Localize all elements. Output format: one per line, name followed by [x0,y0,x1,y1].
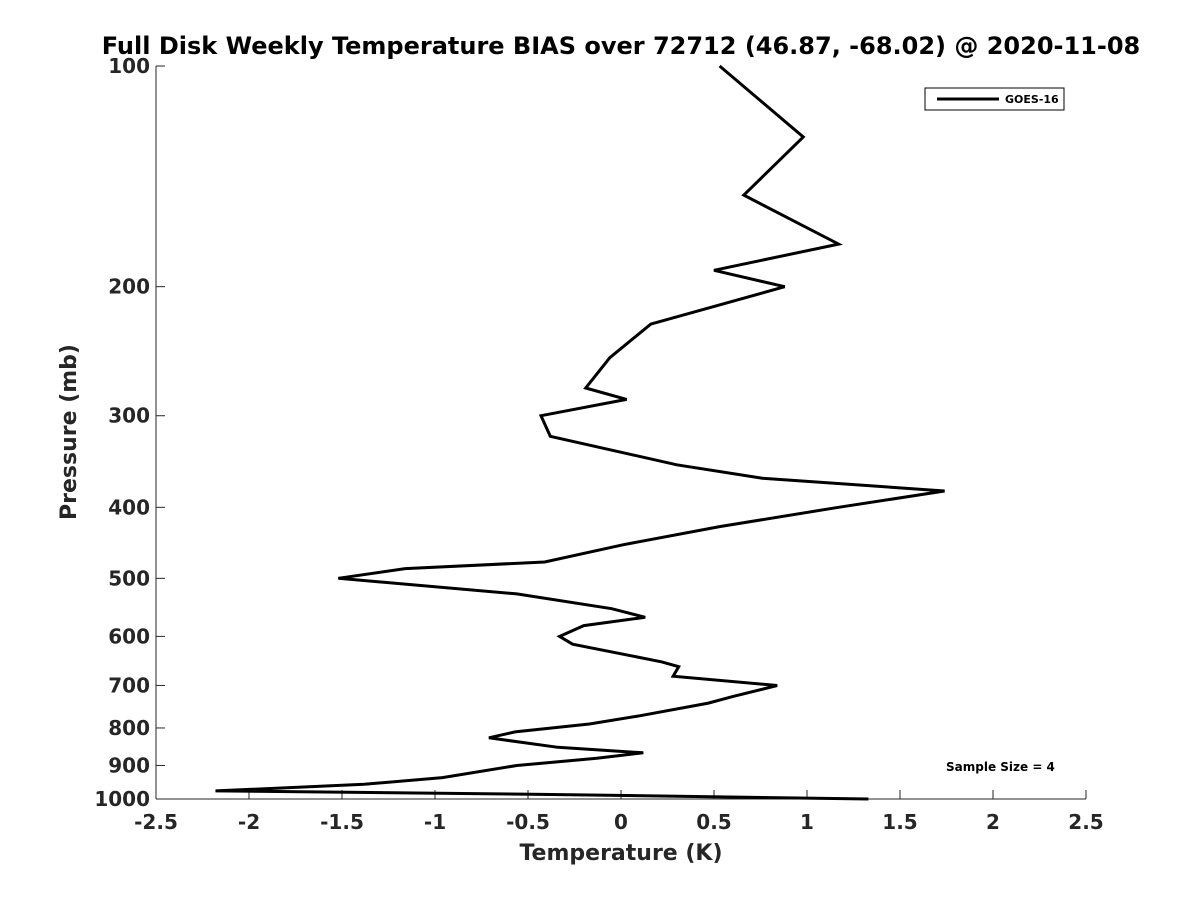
x-tick-label: -2.5 [134,810,178,834]
x-axis-label: Temperature (K) [519,841,722,866]
y-tick-label: 400 [108,495,150,519]
x-tick-label: -1 [424,810,446,834]
x-tick-label: -0.5 [506,810,550,834]
sample-size-note: Sample Size = 4 [946,760,1055,774]
y-tick-label: 900 [108,753,150,777]
y-tick-label: 200 [108,275,150,299]
y-tick-label: 100 [108,54,150,78]
series-line-goes-16 [215,64,945,801]
y-axis-ticks: 100 200 300 400 500 600 700 800 900 1000 [94,54,165,811]
legend: GOES-16 [924,87,1065,111]
x-tick-label: 2 [986,810,1000,834]
series-layer [215,64,945,801]
y-tick-label: 800 [108,716,150,740]
x-axis-ticks: -2.5 -2 -1.5 -1 -0.5 0 0.5 1 1.5 2 2.5 [134,790,1104,834]
x-tick-label: 0 [614,810,628,834]
x-tick-label: 2.5 [1068,810,1103,834]
y-axis-label: Pressure (mb) [57,344,82,520]
chart-title: Full Disk Weekly Temperature BIAS over 7… [102,32,1141,60]
y-tick-label: 600 [108,624,150,648]
y-tick-label: 1000 [94,787,150,811]
y-tick-label: 500 [108,566,150,590]
y-tick-label: 300 [108,404,150,428]
x-tick-label: 1 [800,810,814,834]
x-tick-label: 0.5 [696,810,731,834]
x-tick-label: 1.5 [882,810,917,834]
legend-label-goes-16: GOES-16 [1005,93,1059,106]
x-tick-label: -2 [238,810,260,834]
x-tick-label: -1.5 [320,810,364,834]
y-tick-label: 700 [108,673,150,697]
